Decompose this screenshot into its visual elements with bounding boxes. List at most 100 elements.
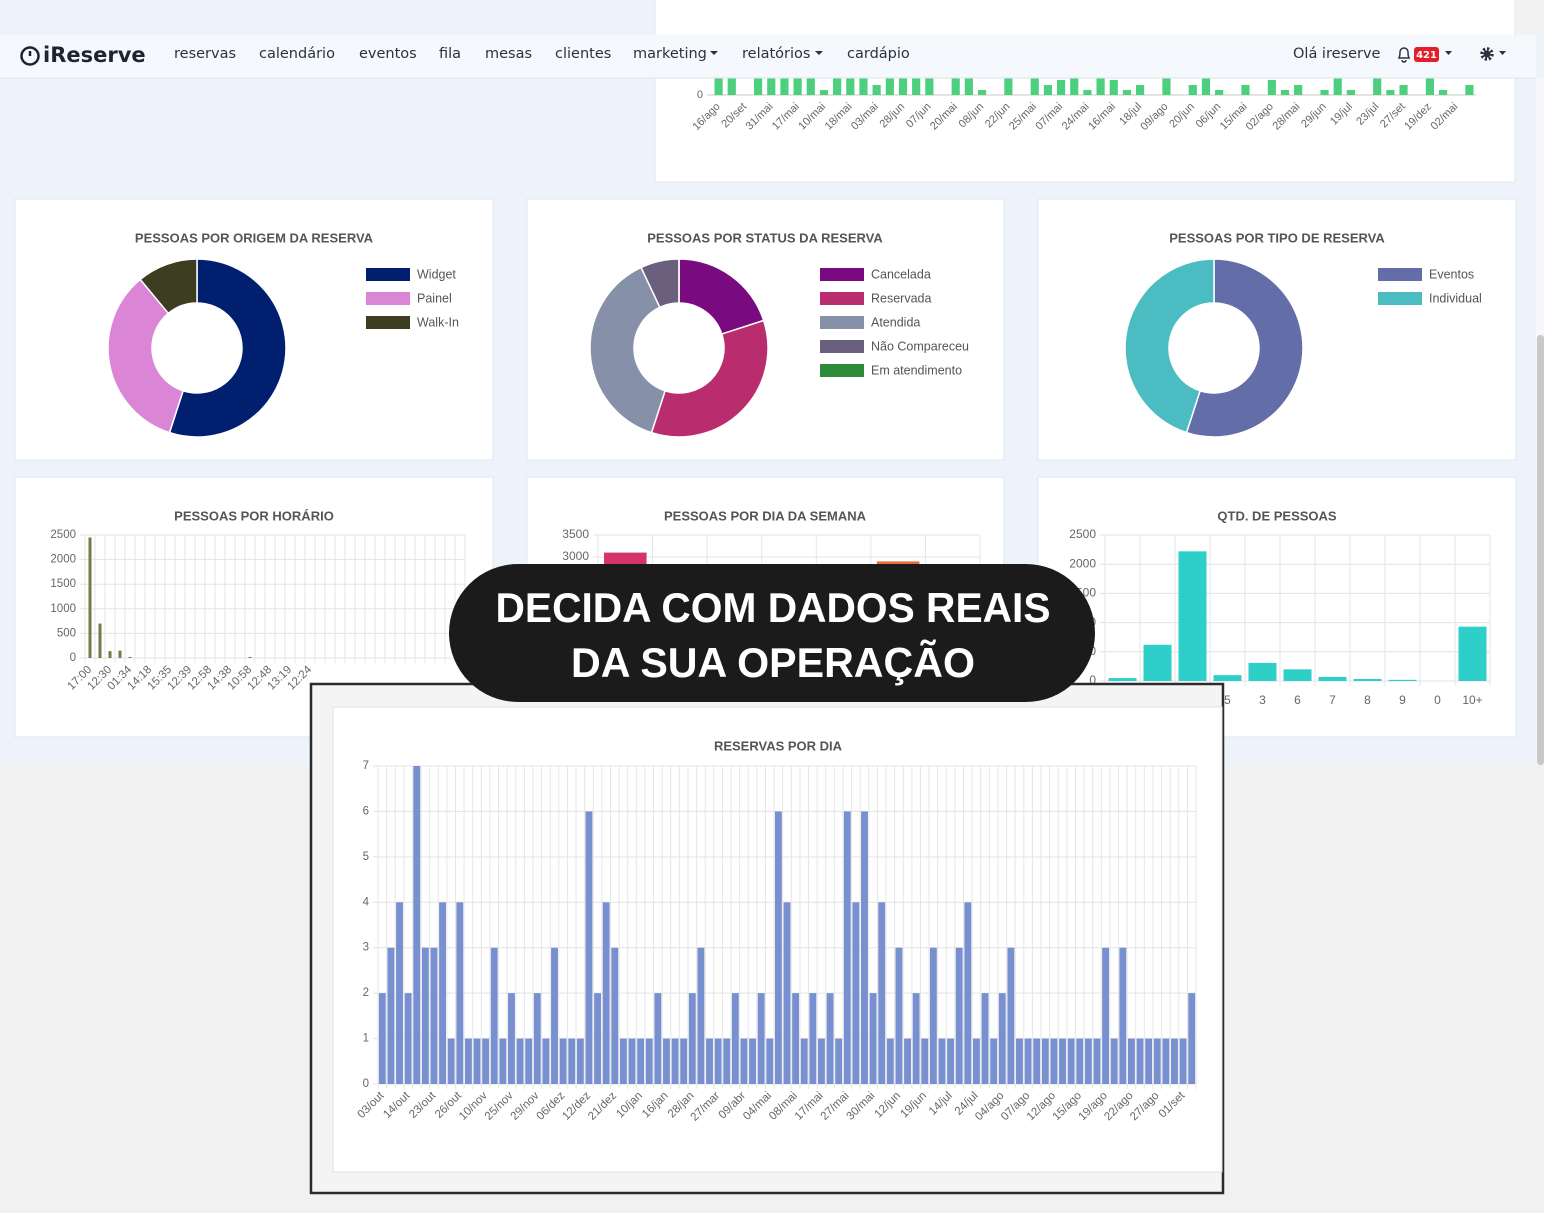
logo-icon[interactable] (20, 46, 40, 66)
bar (525, 1038, 533, 1084)
nav-link[interactable]: mesas (485, 46, 532, 62)
y-tick-label: 3 (363, 942, 369, 954)
bar (1388, 679, 1417, 681)
nav-link[interactable]: fila (439, 46, 461, 62)
bar (723, 1038, 731, 1084)
greeting[interactable]: Olá ireserve (1293, 46, 1381, 62)
nav-link[interactable]: marketing (633, 46, 707, 62)
bar (859, 78, 868, 95)
bar (654, 993, 662, 1084)
bar (1162, 78, 1171, 95)
bar (898, 78, 908, 95)
bar (396, 902, 403, 1084)
x-tick-label: 0 (1434, 693, 1441, 707)
donut-segment (107, 278, 185, 434)
bar (108, 651, 112, 658)
bar (88, 537, 92, 658)
y-tick-label: 2000 (50, 554, 76, 566)
x-tick-label: 5 (1224, 693, 1231, 707)
y-tick-label: 6 (363, 805, 369, 817)
bar (1373, 78, 1382, 95)
bar (1188, 85, 1197, 95)
bar (1076, 1038, 1084, 1084)
bar (594, 993, 602, 1084)
bar (955, 947, 963, 1084)
bar (766, 1038, 774, 1084)
bar (439, 902, 447, 1084)
bar (921, 1038, 929, 1084)
bar (938, 1038, 946, 1084)
y-tick-label: 2000 (1069, 556, 1096, 570)
bar (533, 993, 541, 1084)
bar (1096, 78, 1105, 95)
nav-link[interactable]: clientes (555, 46, 611, 62)
bar (972, 1038, 980, 1084)
nav-link[interactable]: calendário (259, 46, 335, 62)
bar (806, 78, 815, 95)
bar (749, 1038, 757, 1084)
bar (792, 993, 800, 1084)
bar (1122, 90, 1132, 95)
y-tick-label: 5 (363, 851, 369, 863)
bar (568, 1038, 576, 1084)
bar (602, 902, 610, 1084)
legend-swatch (820, 340, 864, 353)
bar (783, 902, 791, 1084)
legend-swatch (820, 268, 864, 281)
x-tick-label: 9 (1399, 693, 1406, 707)
donut-segment (139, 258, 198, 315)
bar (929, 947, 937, 1084)
bar (1083, 90, 1092, 95)
y-tick-label: 0 (363, 1078, 369, 1090)
bar (1458, 626, 1487, 681)
nav-link[interactable]: relatórios (742, 46, 810, 62)
bar (1024, 1038, 1032, 1084)
bar (1465, 85, 1474, 95)
nav-link[interactable]: cardápio (847, 46, 910, 62)
bar (1119, 947, 1127, 1084)
logo[interactable]: iReserve (43, 43, 146, 67)
bell-icon[interactable] (1397, 47, 1411, 63)
legend-label: Atendida (871, 315, 920, 329)
legend-swatch (366, 316, 410, 329)
bar (1016, 1038, 1023, 1084)
banner-bg (449, 564, 1095, 702)
bar (1004, 78, 1013, 95)
nav-link[interactable]: reservas (174, 46, 236, 62)
settings-icon[interactable] (1480, 47, 1494, 61)
bar (878, 902, 886, 1084)
donut-segment (650, 319, 769, 438)
notification-badge (1414, 47, 1439, 62)
bar (1294, 85, 1303, 95)
y-tick-label: 0 (697, 89, 703, 101)
y-tick-label: 0 (70, 652, 76, 664)
bar (754, 78, 763, 95)
bar (551, 947, 558, 1084)
x-tick-label: 8 (1364, 693, 1371, 707)
scroll-thumb[interactable] (1537, 335, 1544, 765)
bar (1179, 1038, 1187, 1084)
bar (1320, 90, 1329, 95)
bar (1109, 80, 1118, 95)
bar (1201, 78, 1211, 95)
bar (508, 993, 515, 1084)
bar (128, 657, 132, 658)
bar (706, 1038, 713, 1084)
bar (800, 1038, 808, 1084)
bar (861, 811, 868, 1084)
bar (809, 993, 817, 1084)
navbar: iReserve reservas calendário eventos fil… (0, 35, 1536, 79)
nav-link[interactable]: eventos (359, 46, 417, 62)
legend-swatch (820, 316, 864, 329)
bar (869, 993, 877, 1084)
navbar-bg (0, 35, 1536, 78)
bar (1043, 85, 1052, 95)
bar (1241, 85, 1250, 95)
dropdown-caret (1499, 51, 1506, 55)
bar (456, 902, 464, 1084)
x-tick-label: 3 (1259, 693, 1266, 707)
bar (1399, 85, 1408, 95)
bar (1353, 678, 1382, 681)
settings-icon (1483, 50, 1491, 58)
